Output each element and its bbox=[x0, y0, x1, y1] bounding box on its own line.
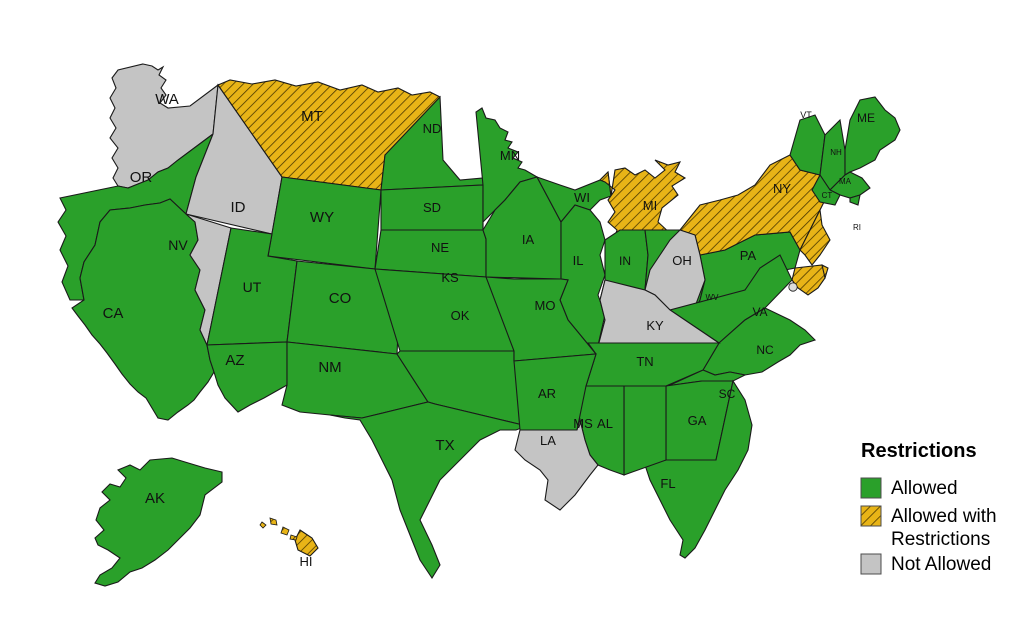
svg-text:SC: SC bbox=[719, 387, 736, 401]
svg-text:SD: SD bbox=[423, 200, 441, 215]
svg-text:VT: VT bbox=[800, 110, 812, 120]
svg-text:NY: NY bbox=[773, 181, 791, 196]
svg-text:IN: IN bbox=[619, 254, 631, 268]
svg-text:UT: UT bbox=[243, 279, 262, 295]
svg-text:Allowed with: Allowed with bbox=[891, 506, 997, 527]
svg-text:ME: ME bbox=[857, 111, 875, 125]
svg-text:Not Allowed: Not Allowed bbox=[891, 554, 991, 575]
svg-text:TN: TN bbox=[636, 354, 653, 369]
svg-text:WV: WV bbox=[706, 293, 720, 302]
svg-text:Restrictions: Restrictions bbox=[891, 529, 990, 550]
svg-text:NM: NM bbox=[318, 359, 341, 376]
svg-text:AR: AR bbox=[538, 386, 556, 401]
svg-text:MT: MT bbox=[301, 108, 323, 125]
svg-text:ND: ND bbox=[423, 121, 442, 136]
svg-text:FL: FL bbox=[660, 476, 675, 491]
svg-text:WI: WI bbox=[574, 190, 590, 205]
svg-text:PA: PA bbox=[740, 248, 757, 263]
svg-text:MI: MI bbox=[643, 198, 657, 213]
svg-text:TX: TX bbox=[435, 437, 454, 454]
svg-text:OR: OR bbox=[130, 169, 153, 186]
svg-text:WY: WY bbox=[310, 209, 334, 226]
svg-text:ID: ID bbox=[231, 199, 246, 216]
svg-text:AK: AK bbox=[145, 490, 165, 507]
svg-text:NV: NV bbox=[168, 237, 188, 253]
svg-text:Restrictions: Restrictions bbox=[861, 440, 977, 462]
svg-text:OK: OK bbox=[451, 308, 470, 323]
svg-text:NC: NC bbox=[756, 343, 774, 357]
svg-text:LA: LA bbox=[540, 433, 556, 448]
svg-text:MA: MA bbox=[839, 177, 852, 186]
svg-text:CO: CO bbox=[329, 290, 352, 307]
svg-text:MS: MS bbox=[573, 416, 593, 431]
svg-text:GA: GA bbox=[688, 413, 707, 428]
svg-text:OH: OH bbox=[672, 253, 692, 268]
svg-text:KY: KY bbox=[646, 318, 664, 333]
svg-text:IL: IL bbox=[573, 253, 584, 268]
svg-text:AL: AL bbox=[597, 416, 613, 431]
svg-text:MN: MN bbox=[500, 148, 520, 163]
svg-text:MO: MO bbox=[535, 298, 556, 313]
svg-text:HI: HI bbox=[300, 554, 313, 569]
svg-text:CA: CA bbox=[103, 305, 124, 322]
svg-text:WA: WA bbox=[155, 91, 179, 108]
svg-text:VA: VA bbox=[752, 305, 767, 319]
svg-text:CT: CT bbox=[822, 191, 833, 200]
svg-text:NH: NH bbox=[830, 148, 842, 157]
svg-text:Allowed: Allowed bbox=[891, 478, 958, 499]
svg-text:NE: NE bbox=[431, 240, 449, 255]
svg-text:RI: RI bbox=[853, 223, 861, 232]
svg-text:AZ: AZ bbox=[225, 352, 244, 369]
svg-text:IA: IA bbox=[522, 232, 535, 247]
svg-text:KS: KS bbox=[441, 270, 459, 285]
